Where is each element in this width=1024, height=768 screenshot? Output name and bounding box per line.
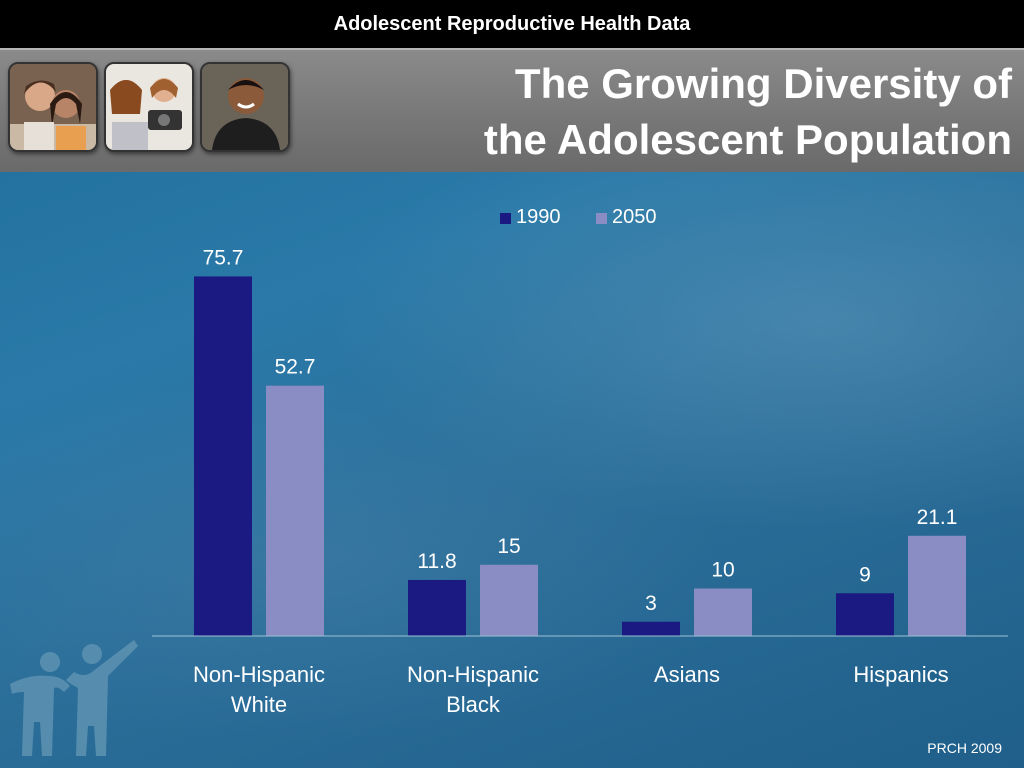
bar-1990-1 xyxy=(408,579,466,636)
bar-1990-3 xyxy=(836,593,894,636)
data-label-1990-0: 75.7 xyxy=(203,246,244,269)
data-label-1990-3: 9 xyxy=(859,563,871,586)
title-line-2: the Adolescent Population xyxy=(483,116,1012,163)
banner-text: Adolescent Reproductive Health Data xyxy=(333,12,691,35)
bar-chart: 1990 2050 75.7 52.7 Non-Hispanic White 11.8 15 N… xyxy=(152,206,1008,717)
category-label-1-0: Non-Hispanic xyxy=(407,662,539,687)
legend-swatch-1990 xyxy=(500,213,511,224)
data-label-1990-2: 3 xyxy=(645,592,657,615)
data-label-1990-1: 11.8 xyxy=(417,550,456,573)
teens-with-camera-photo xyxy=(104,62,194,152)
smiling-teen-photo xyxy=(200,62,290,152)
data-label-2050-1: 15 xyxy=(497,535,520,558)
category-label-0-0: Non-Hispanic xyxy=(193,662,325,687)
teen-couple-photo xyxy=(8,62,98,152)
title-line-1: The Growing Diversity of xyxy=(514,60,1012,107)
category-label-3-0: Hispanics xyxy=(853,662,948,687)
footer-credit: PRCH 2009 xyxy=(927,740,1002,756)
banner: Adolescent Reproductive Health Data xyxy=(0,0,1024,48)
bar-1990-2 xyxy=(622,621,680,636)
family-logo xyxy=(10,640,138,756)
header-band: The Growing Diversity of the Adolescent … xyxy=(0,48,1024,172)
data-label-2050-2: 10 xyxy=(711,559,734,582)
category-label-2-0: Asians xyxy=(654,662,720,687)
slide-title: The Growing Diversity of the Adolescent … xyxy=(292,56,1012,168)
bar-2050-0 xyxy=(266,385,324,636)
data-label-2050-0: 52.7 xyxy=(275,356,316,379)
data-label-2050-3: 21.1 xyxy=(917,506,958,529)
legend-label-2050: 2050 xyxy=(612,206,657,228)
bar-2050-1 xyxy=(480,564,538,636)
bar-2050-2 xyxy=(694,588,752,636)
category-label-0-1: White xyxy=(231,692,287,717)
legend-label-1990: 1990 xyxy=(516,206,561,228)
category-label-1-1: Black xyxy=(446,692,501,717)
bar-1990-0 xyxy=(194,276,252,636)
legend-swatch-2050 xyxy=(596,213,607,224)
bar-2050-3 xyxy=(908,535,966,636)
